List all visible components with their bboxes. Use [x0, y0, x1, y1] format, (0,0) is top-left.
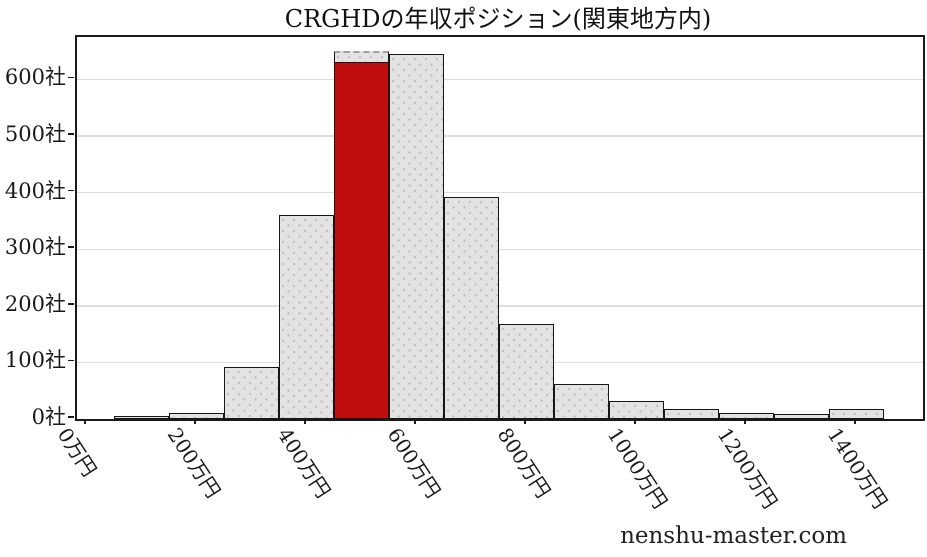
x-tick-label-1200: 1200万円: [712, 423, 783, 513]
y-tick-label-600: 600社: [4, 65, 66, 90]
x-tick-label-1400: 1400万円: [822, 423, 893, 513]
histogram-bar-950-1050: [609, 400, 665, 419]
y-tick-label-400: 400社: [4, 178, 66, 203]
y-tick-600: [68, 76, 74, 79]
grid-line-200: [77, 305, 923, 307]
y-tick-400: [68, 189, 74, 192]
histogram-bar-850-950: [554, 383, 610, 419]
y-tick-label-0: 0社: [31, 405, 66, 429]
y-tick-label-300: 300社: [4, 235, 66, 260]
histogram-bar-150-250: [169, 413, 225, 419]
x-tick-1400: [854, 419, 856, 424]
watermark-text: nenshu-master.com: [620, 523, 847, 549]
y-tick-label-200: 200社: [4, 291, 66, 316]
y-tick-200: [68, 303, 74, 305]
histogram-bar-250-350: [224, 366, 280, 419]
x-tick-800: [524, 419, 526, 424]
y-tick-300: [68, 246, 74, 249]
x-tick-label-800: 800万円: [492, 423, 556, 503]
y-tick-label-500: 500社: [4, 122, 66, 147]
x-tick-200: [194, 419, 196, 424]
x-tick-1200: [744, 419, 746, 424]
x-tick-label-1000: 1000万円: [602, 423, 673, 513]
x-tick-0: [84, 419, 86, 424]
x-tick-1000: [634, 419, 636, 424]
x-tick-label-200: 200万円: [162, 423, 226, 503]
grid-line-600: [77, 78, 923, 81]
histogram-bar-1250-1350: [774, 414, 830, 419]
plot-area: [75, 35, 925, 421]
histogram-bar-350-450: [279, 215, 335, 419]
chart-title: CRGHDの年収ポジション(関東地方内): [284, 5, 712, 33]
x-tick-label-600: 600万円: [382, 423, 446, 503]
y-tick-0: [68, 416, 74, 418]
histogram-bar-550-650: [389, 53, 445, 419]
x-tick-label-400: 400万円: [272, 423, 336, 503]
histogram-bar-1050-1150: [664, 408, 720, 419]
grid-line-500: [77, 135, 923, 137]
y-tick-500: [68, 133, 74, 135]
x-tick-600: [414, 419, 416, 424]
histogram-bar-650-750: [444, 197, 500, 419]
grid-line-300: [77, 248, 923, 250]
x-tick-400: [304, 419, 306, 424]
x-tick-label-0: 0万円: [52, 423, 102, 481]
highlight-bar-450-550: [334, 62, 390, 419]
histogram-bar-1350-1450: [829, 409, 885, 419]
y-tick-100: [68, 359, 74, 362]
histogram-bar-750-850: [499, 323, 555, 419]
histogram-bar-1150-1250: [719, 412, 775, 419]
histogram-bar-50-150: [114, 416, 170, 419]
y-tick-label-100: 100社: [4, 348, 66, 373]
grid-line-400: [77, 191, 923, 194]
